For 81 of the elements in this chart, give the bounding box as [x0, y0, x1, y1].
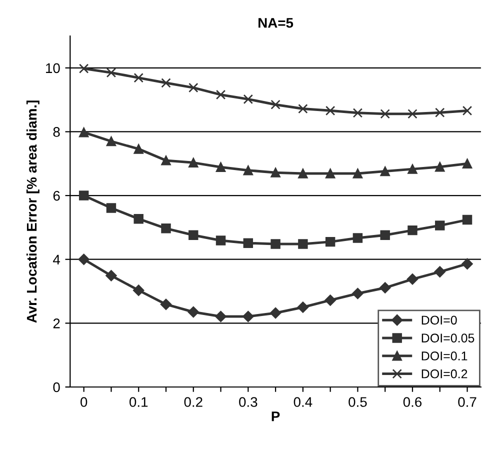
legend-label: DOI=0.2: [422, 369, 468, 378]
x-tick-label: 0.2: [184, 397, 202, 407]
x-tick-label: 0.1: [130, 397, 148, 407]
point: [78, 190, 89, 200]
point: [243, 165, 254, 176]
point: [243, 94, 254, 104]
point: [435, 162, 445, 172]
point: [134, 144, 144, 154]
y-tick-label: 8: [53, 127, 60, 137]
x-tick-label: 0.7: [458, 397, 476, 407]
point: [188, 82, 198, 93]
point: [325, 168, 336, 178]
point: [298, 239, 308, 249]
point: [133, 284, 144, 296]
point: [462, 106, 472, 116]
y-axis-title: Avr. Location Error [% area diam.]: [26, 100, 40, 323]
point: [434, 266, 446, 278]
point: [106, 270, 117, 282]
point: [435, 108, 445, 118]
point: [352, 168, 363, 178]
point: [462, 258, 473, 270]
point: [298, 168, 308, 178]
point: [215, 310, 226, 322]
point: [270, 168, 280, 178]
point: [78, 64, 89, 74]
x-tick-label: 0.5: [348, 397, 367, 407]
point: [270, 239, 280, 249]
point: [161, 78, 171, 88]
x-tick-label: 0.4: [294, 397, 312, 407]
point: [380, 108, 390, 119]
point: [242, 310, 254, 322]
x-tick-label: 0.3: [239, 397, 258, 407]
chart-title: NA=5: [258, 18, 294, 28]
legend-label: DOI=0.05: [422, 334, 474, 342]
point: [379, 282, 391, 294]
point: [435, 220, 445, 230]
point: [134, 214, 144, 224]
point: [161, 156, 171, 166]
point: [324, 294, 336, 306]
x-axis-title: P: [272, 412, 280, 422]
point: [462, 158, 472, 168]
point: [352, 108, 363, 118]
legend-label: DOI=0.1: [422, 352, 468, 360]
point: [160, 298, 172, 310]
y-tick-label: 10: [46, 63, 60, 74]
point: [352, 288, 364, 300]
point: [270, 307, 282, 319]
point: [408, 108, 418, 119]
point: [106, 136, 116, 146]
point: [408, 164, 418, 174]
y-tick-label: 2: [53, 318, 60, 328]
point: [406, 274, 418, 285]
point: [408, 225, 418, 236]
point: [297, 302, 309, 313]
point: [216, 90, 226, 100]
y-tick-label: 6: [53, 190, 60, 201]
point: [216, 236, 226, 246]
y-tick-label: 0: [53, 382, 60, 392]
legend-label: DOI=0: [422, 316, 457, 325]
point: [380, 230, 390, 240]
point: [352, 233, 363, 243]
point: [325, 106, 336, 116]
point: [380, 166, 390, 176]
point: [188, 158, 198, 168]
x-tick-label: 0.6: [403, 397, 422, 407]
point: [462, 214, 472, 225]
point: [270, 100, 280, 110]
point: [325, 236, 336, 247]
point: [298, 104, 308, 114]
point: [106, 203, 116, 213]
point: [161, 224, 171, 234]
point: [188, 306, 199, 318]
point: [78, 128, 89, 138]
point: [106, 68, 116, 78]
point: [216, 162, 226, 172]
point: [188, 230, 198, 240]
y-tick-label: 4: [53, 254, 60, 264]
point: [78, 254, 90, 265]
point: [243, 238, 254, 248]
point: [134, 72, 144, 83]
x-tick-label: 0: [80, 397, 88, 407]
